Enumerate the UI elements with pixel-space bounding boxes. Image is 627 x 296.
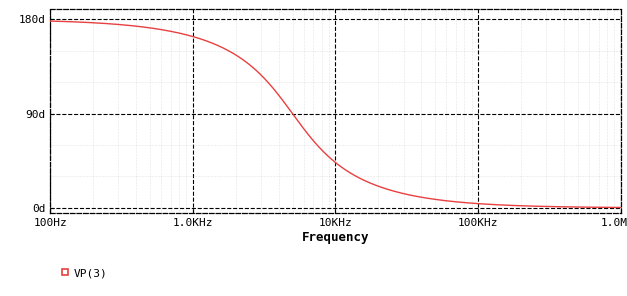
Legend: VP(3): VP(3) (56, 264, 112, 282)
X-axis label: Frequency: Frequency (302, 231, 369, 244)
